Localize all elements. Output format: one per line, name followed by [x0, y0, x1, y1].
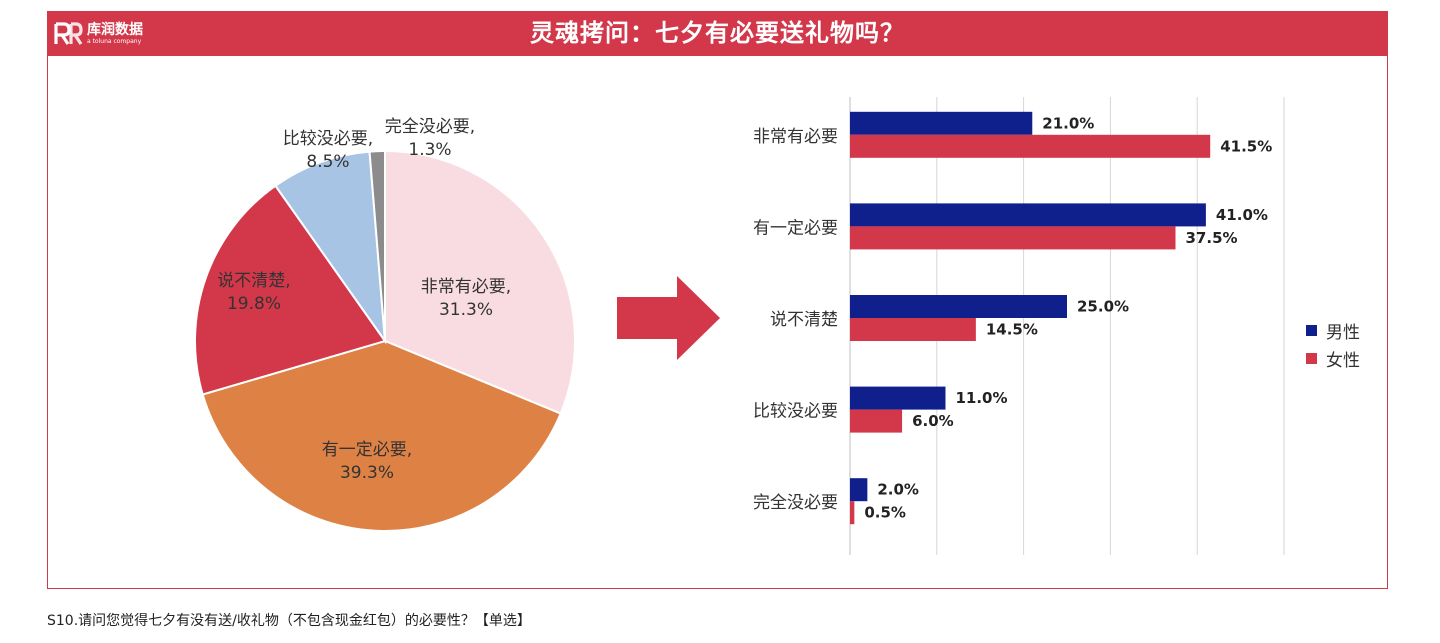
pie-slice-label: 说不清楚,: [217, 271, 290, 291]
bar-value-label: 2.0%: [877, 481, 919, 499]
bar-female: [850, 409, 903, 433]
legend: 男性 女性: [1306, 316, 1360, 372]
bar-value-label: 11.0%: [955, 389, 1007, 407]
bar-male: [850, 203, 1206, 227]
bar-male: [850, 111, 1033, 135]
category-label: 完全没必要: [753, 493, 838, 513]
category-label: 非常有必要: [753, 127, 838, 147]
bar-value-label: 6.0%: [912, 412, 954, 430]
bar-value-label: 37.5%: [1186, 229, 1238, 247]
logo-name: 库润数据: [87, 22, 143, 38]
pie-slice-value: 19.8%: [227, 294, 281, 314]
pie-slice-label: 非常有必要,: [421, 277, 511, 297]
pie-slice-label: 完全没必要,: [385, 117, 475, 137]
logo-subtitle: a toluna company: [87, 38, 142, 45]
bar-value-label: 21.0%: [1042, 114, 1094, 132]
bar-female: [850, 134, 1211, 158]
category-label: 说不清楚: [770, 310, 838, 330]
legend-swatch-male: [1306, 324, 1317, 336]
legend-item-female: 女性: [1306, 344, 1360, 372]
pie-slice-label: 比较没必要,: [283, 129, 373, 149]
bar-male: [850, 386, 946, 410]
bar-value-label: 41.0%: [1216, 206, 1268, 224]
pie-slice: [368, 149, 386, 342]
pie-slice: [274, 150, 387, 345]
pie-slice-value: 8.5%: [306, 152, 349, 172]
legend-item-male: 男性: [1306, 316, 1360, 344]
pie-chart: 非常有必要, 31.3% 有一定必要, 39.3% 说不清楚, 19.8% 比较没必要, 8.…: [194, 117, 576, 532]
legend-label-female: 女性: [1326, 350, 1360, 371]
pie-slice-label: 有一定必要,: [322, 440, 412, 460]
pie-slice-value: 39.3%: [340, 463, 394, 483]
legend-swatch-female: [1306, 352, 1317, 364]
category-label: 有一定必要: [753, 218, 838, 238]
pie-slice: [194, 184, 387, 396]
pie-slice-value: 31.3%: [439, 300, 493, 320]
logo: 库润数据 a toluna company: [53, 19, 143, 49]
pie-slice: [201, 339, 562, 532]
bar-value-label: 25.0%: [1077, 298, 1129, 316]
bar-female: [850, 226, 1176, 250]
bar-male: [850, 478, 868, 502]
category-label: 比较没必要: [753, 402, 838, 422]
bar-value-label: 41.5%: [1220, 137, 1272, 155]
pie-slice: [384, 149, 576, 415]
footnote: S10.请问您觉得七夕有没有送/收礼物（不包含现金红包）的必要性？【单选】: [47, 613, 531, 629]
header-bar: 库润数据 a toluna company 灵魂拷问：七夕有必要送礼物吗？: [47, 11, 1388, 56]
legend-label-male: 男性: [1326, 322, 1360, 343]
bar-female: [850, 318, 976, 341]
page-title: 灵魂拷问：七夕有必要送礼物吗？: [530, 19, 905, 47]
bar-value-label: 14.5%: [986, 321, 1038, 339]
bar-female: [850, 501, 855, 525]
bar-value-label: 0.5%: [864, 504, 906, 522]
pie-slice-value: 1.3%: [408, 140, 451, 160]
bar-male: [850, 295, 1067, 318]
logo-mark-icon: [54, 22, 83, 45]
